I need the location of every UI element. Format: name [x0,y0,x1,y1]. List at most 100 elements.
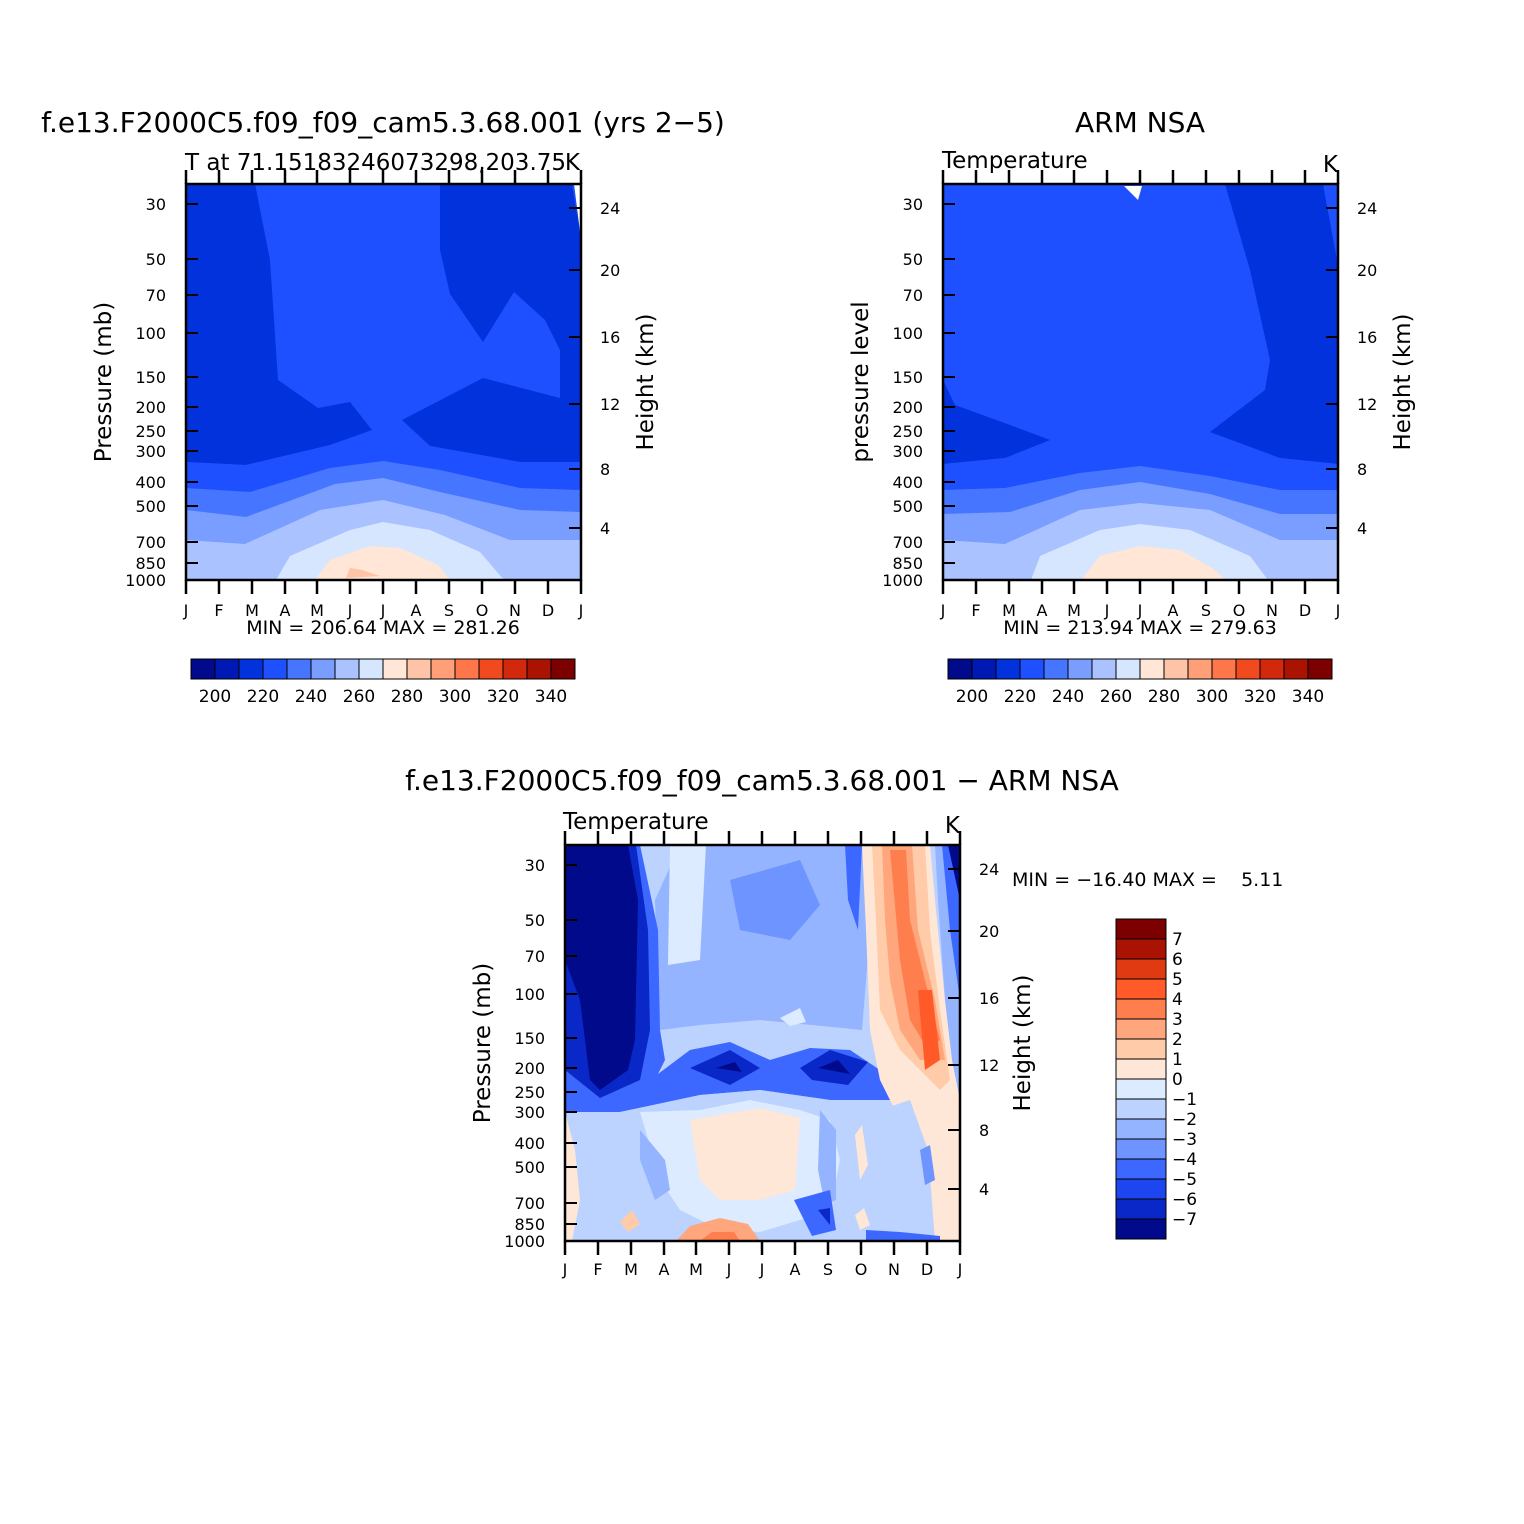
panel-model-stats: MIN = 206.64 MAX = 281.26 [246,617,520,639]
colorbar-label: 300 [1196,687,1228,707]
colorbar-label: 320 [1244,687,1276,707]
svg-text:1000: 1000 [882,571,923,590]
svg-text:16: 16 [600,328,620,347]
svg-text:O: O [1233,601,1246,620]
svg-text:J: J [759,1260,765,1279]
svg-text:400: 400 [514,1134,545,1153]
svg-text:8: 8 [600,460,610,479]
panel-model-colorbar: 200 220 240 260 280 300 320 340 [190,658,576,707]
svg-text:1000: 1000 [504,1232,545,1251]
svg-text:8: 8 [979,1121,989,1140]
panel-obs-y2ticks: 24 20 16 12 8 4 [1326,199,1377,538]
svg-text:A: A [659,1260,670,1279]
colorbar-label: 7 [1172,930,1183,950]
colorbar-label: −6 [1172,1190,1197,1210]
colorbar-label: 2 [1172,1030,1183,1050]
colorbar-label: 280 [391,687,423,707]
svg-text:J: J [1104,601,1110,620]
svg-text:500: 500 [892,497,923,516]
svg-text:F: F [593,1260,602,1279]
panel-model-y2label: Height (km) [633,313,659,450]
svg-text:O: O [476,601,489,620]
svg-text:250: 250 [135,422,166,441]
svg-text:150: 150 [892,368,923,387]
panel-diff-subtitle: Temperature [562,809,709,835]
colorbar-label: 5 [1172,970,1183,990]
colorbar-label: 300 [439,687,471,707]
svg-text:20: 20 [600,261,620,280]
colorbar-label: 6 [1172,950,1183,970]
panel-obs-title: ARM NSA [1075,106,1205,139]
colorbar-label: 320 [487,687,519,707]
colorbar-label: 220 [1004,687,1036,707]
svg-text:100: 100 [135,324,166,343]
svg-text:500: 500 [135,497,166,516]
svg-text:12: 12 [600,395,620,414]
svg-text:200: 200 [135,398,166,417]
panel-diff-ylabel: Pressure (mb) [470,963,496,1123]
svg-text:F: F [971,601,980,620]
panel-obs-colorbar: 200 220 240 260 280 300 320 340 [947,658,1333,707]
svg-text:S: S [1201,601,1211,620]
svg-text:M: M [1002,601,1016,620]
svg-text:4: 4 [979,1180,989,1199]
colorbar-label: −5 [1172,1170,1197,1190]
svg-text:30: 30 [903,195,923,214]
colorbar-label: 200 [956,687,988,707]
svg-text:1000: 1000 [125,571,166,590]
svg-text:20: 20 [1357,261,1377,280]
panel-model-plot [186,184,581,580]
panel-obs-yticks: 30 50 70 100 150 200 250 300 400 500 700… [882,195,955,590]
colorbar-label: −2 [1172,1110,1197,1130]
svg-text:150: 150 [514,1029,545,1048]
svg-text:N: N [1266,601,1278,620]
svg-text:500: 500 [514,1158,545,1177]
panel-model-subtitle: T at 71.15183246073298,203.75 [184,150,566,176]
svg-text:M: M [310,601,324,620]
svg-text:D: D [1299,601,1311,620]
colorbar-label: 1 [1172,1050,1183,1070]
svg-text:250: 250 [892,422,923,441]
colorbar-label: 220 [247,687,279,707]
panel-diff-xticks: J F M A M J J A S O N D J [562,831,963,1279]
svg-text:M: M [689,1260,703,1279]
panel-model-ylabel: Pressure (mb) [91,302,117,462]
svg-text:24: 24 [979,860,999,879]
svg-text:J: J [726,1260,732,1279]
svg-text:20: 20 [979,922,999,941]
svg-text:400: 400 [135,473,166,492]
colorbar-label: −1 [1172,1090,1197,1110]
svg-text:850: 850 [135,554,166,573]
panel-diff-stats: MIN = −16.40 MAX = 5.11 [1012,869,1283,891]
svg-text:16: 16 [979,989,999,1008]
colorbar-label: 4 [1172,990,1183,1010]
panel-diff-title: f.e13.F2000C5.f09_f09_cam5.3.68.001 − AR… [405,764,1119,797]
panel-model-yticks: 30 50 70 100 150 200 250 300 400 500 700… [125,195,198,590]
panel-diff-plot [565,845,960,1241]
panel-obs: ARM NSA Temperature K J F M A M J J A S [848,106,1416,707]
svg-text:16: 16 [1357,328,1377,347]
colorbar-label: −7 [1172,1210,1197,1230]
svg-text:700: 700 [892,533,923,552]
panel-obs-y2label: Height (km) [1390,313,1416,450]
svg-text:850: 850 [514,1215,545,1234]
svg-text:N: N [509,601,521,620]
svg-text:70: 70 [525,947,545,966]
svg-text:700: 700 [514,1194,545,1213]
svg-text:50: 50 [525,911,545,930]
colorbar-label: 340 [1292,687,1324,707]
svg-text:300: 300 [892,442,923,461]
svg-text:J: J [1137,601,1143,620]
svg-text:S: S [444,601,454,620]
svg-text:S: S [823,1260,833,1279]
colorbar-label: 240 [295,687,327,707]
svg-text:4: 4 [1357,519,1367,538]
svg-text:30: 30 [525,856,545,875]
svg-text:J: J [183,601,189,620]
panel-diff-units: K [945,813,961,839]
colorbar-label: 340 [535,687,567,707]
svg-text:4: 4 [600,519,610,538]
svg-text:J: J [1335,601,1341,620]
svg-text:J: J [957,1260,963,1279]
